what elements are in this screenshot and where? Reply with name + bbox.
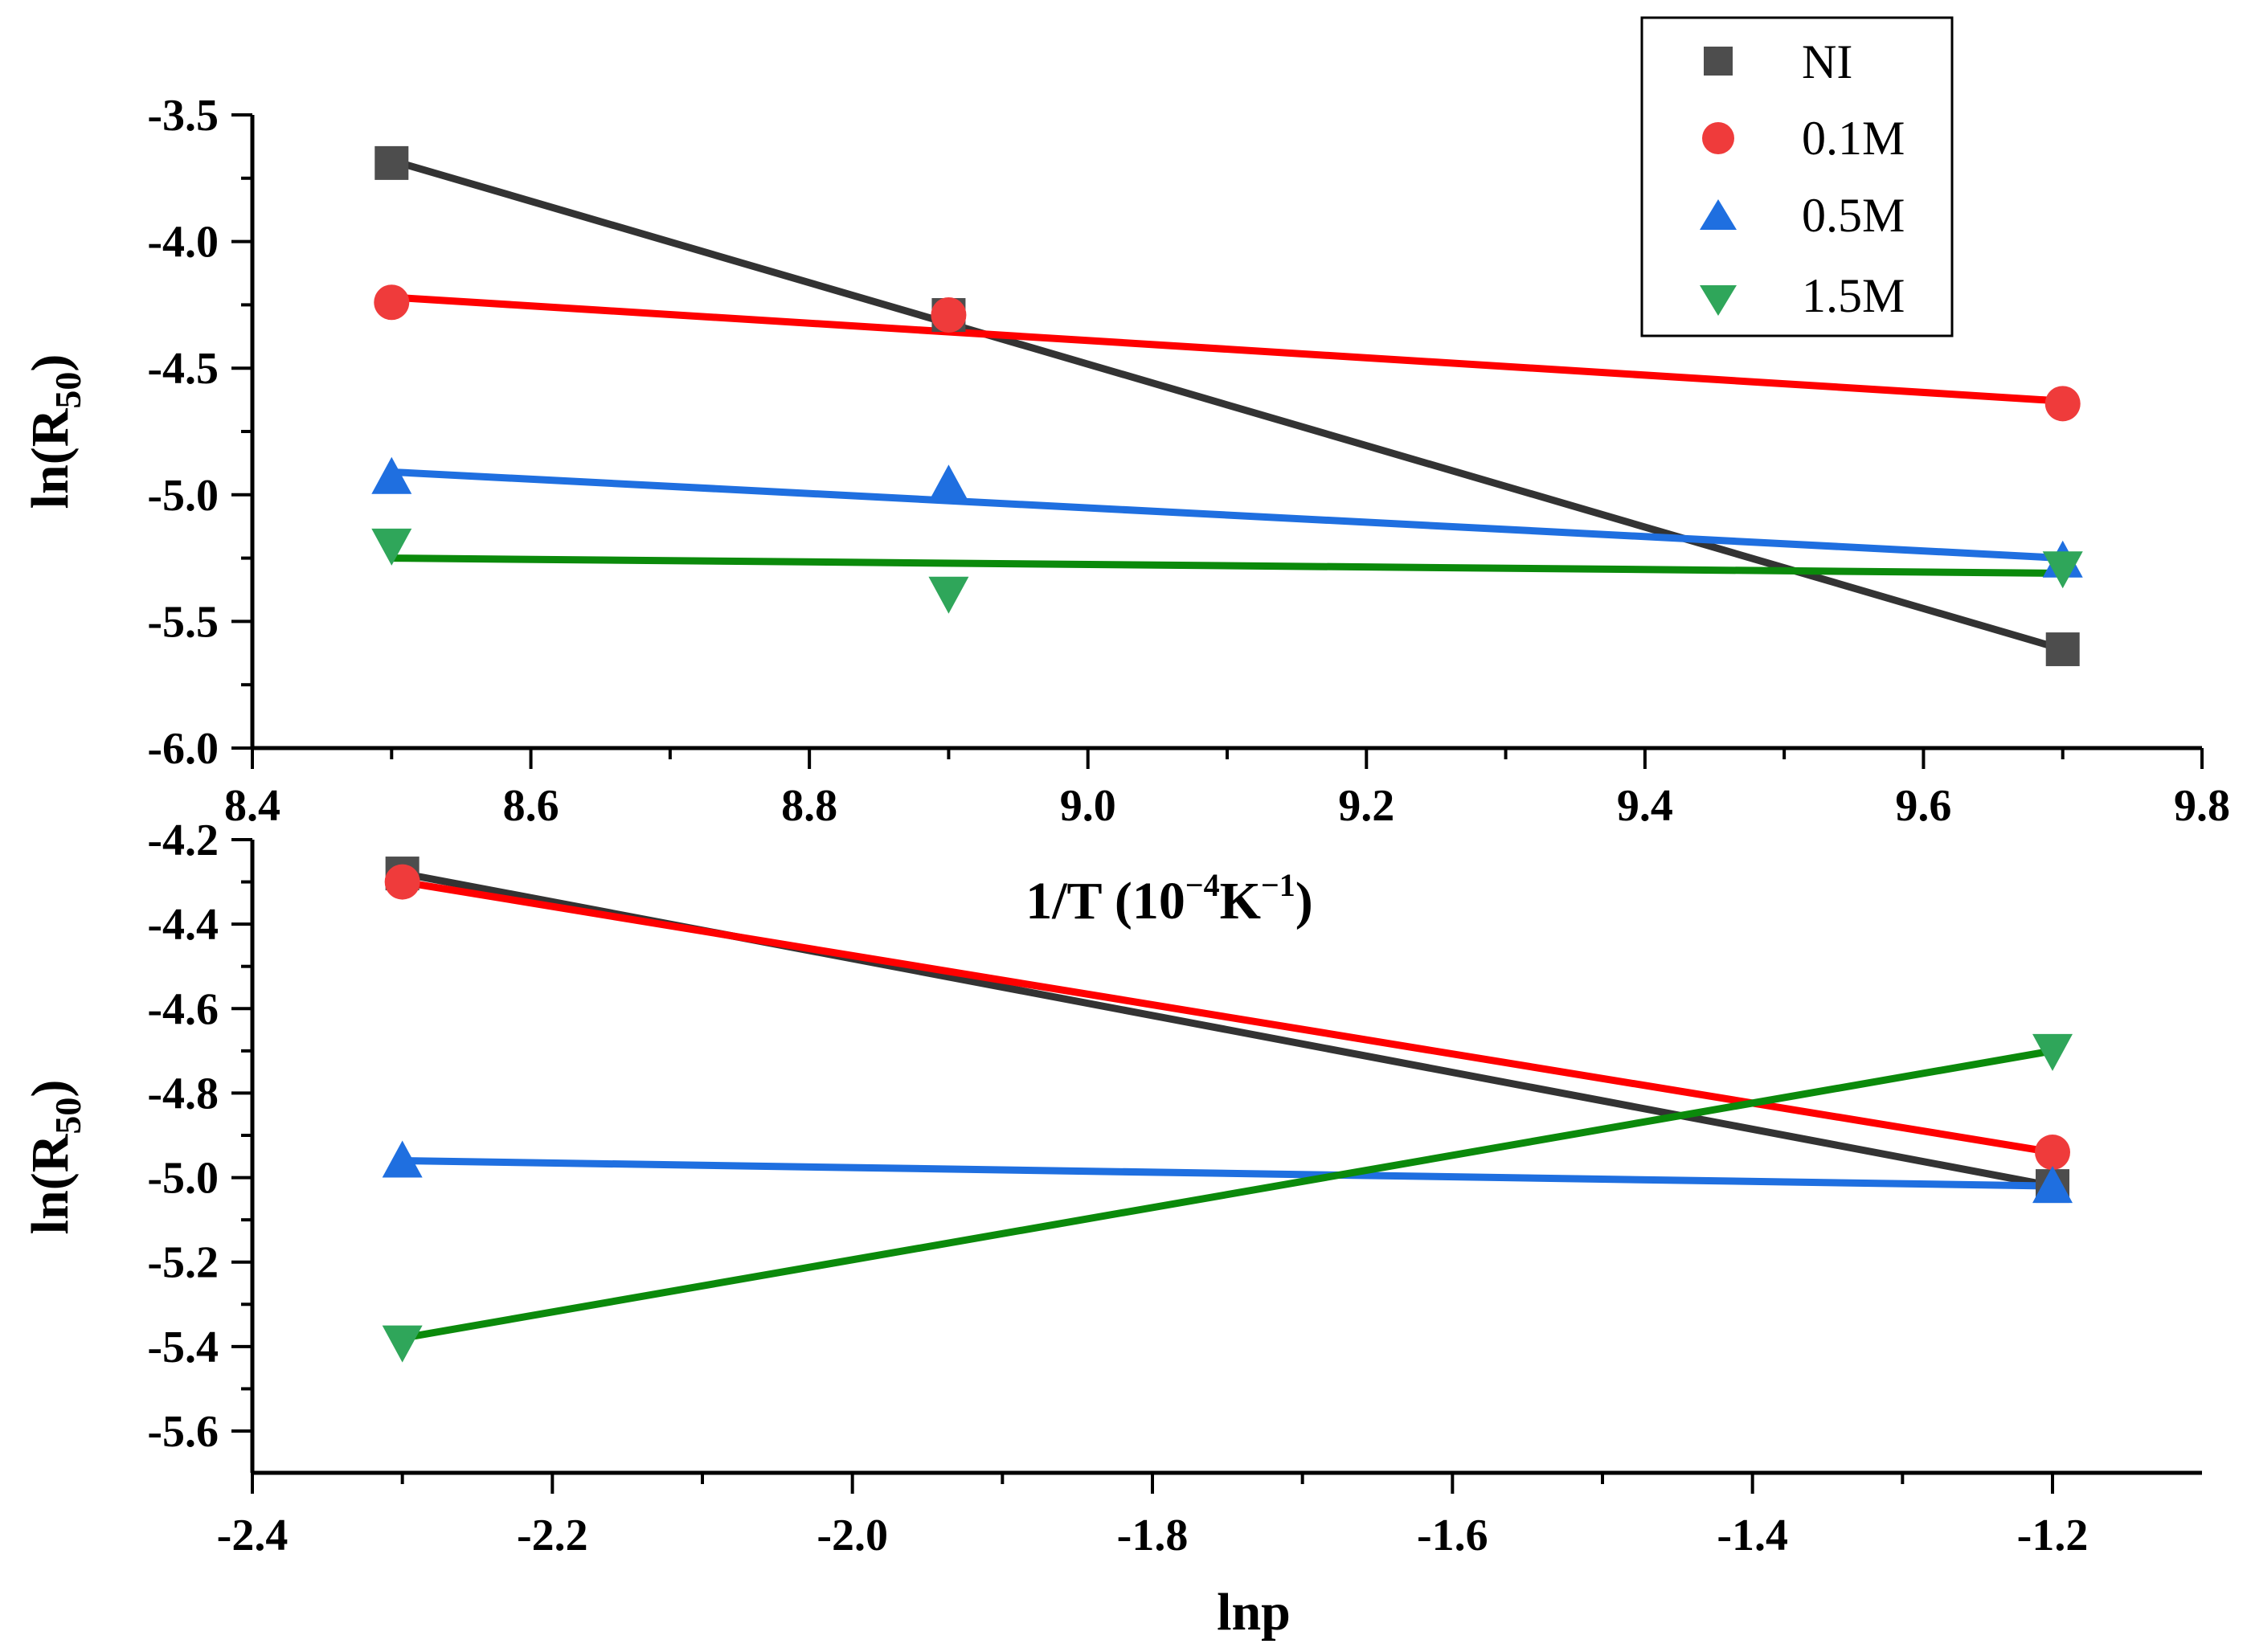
legend-entry-0-1m: 0.1M (1702, 112, 1905, 165)
x-tick-label: -1.8 (1117, 1511, 1189, 1560)
x-tick-label: 8.8 (781, 781, 837, 831)
data-point-0-1m (2044, 386, 2081, 422)
y-tick-label: -5.4 (147, 1323, 219, 1372)
y-tick-label: -4.6 (147, 984, 219, 1034)
bottom-panel: -2.4 -2.2 -2.0 -1.8 -1.6 -1.4 -1.2 -5.6 -5.4 -5.2… (21, 816, 2202, 1642)
fit-line-0-5m (391, 468, 2063, 562)
data-point-0-5m (928, 464, 969, 502)
legend-box (1640, 16, 1954, 337)
y-tick-label: -4.5 (147, 344, 219, 394)
y-tick-label: -5.0 (147, 471, 219, 521)
data-point-0-1m (931, 297, 967, 333)
x-tick-label: 9.4 (1617, 781, 1673, 831)
x-tick-label: 9.6 (1895, 781, 1951, 831)
data-point-1-5m (2042, 551, 2083, 589)
data-point-ni (374, 145, 409, 180)
y-tick-label: -3.5 (147, 91, 219, 141)
legend-entry-0-5m: 0.5M (1700, 189, 1905, 242)
bottom-axis-ticks (231, 838, 2054, 1494)
data-point-1-5m (371, 528, 412, 566)
data-point-0-5m (371, 456, 412, 494)
x-tick-label: -2.4 (217, 1511, 289, 1560)
legend-label-ni: NI (1802, 35, 1852, 88)
legend-circle-marker (1702, 122, 1734, 154)
x-tick-label: 9.0 (1060, 781, 1116, 831)
y-tick-label: -4.0 (147, 218, 219, 268)
bottom-fit-lines (401, 869, 2053, 1342)
data-point-0-5m (382, 1140, 423, 1178)
x-tick-label: -1.6 (1417, 1511, 1488, 1560)
x-tick-label: 9.8 (2174, 781, 2230, 831)
data-point-1-5m (382, 1325, 423, 1363)
x-tick-label: -1.4 (1717, 1511, 1788, 1560)
x-tick-label: -2.0 (817, 1511, 888, 1560)
bottom-data-points (382, 857, 2073, 1363)
y-tick-label: -5.0 (147, 1154, 219, 1204)
data-point-1-5m (928, 576, 969, 614)
fit-line-1-5m (391, 554, 2063, 578)
data-point-ni (2045, 632, 2080, 667)
legend-label-0-1m: 0.1M (1802, 112, 1905, 165)
legend-entry-1-5m: 1.5M (1700, 269, 1905, 322)
legend-square-marker (1704, 47, 1733, 76)
y-tick-label: -4.4 (147, 900, 219, 950)
fit-line-0-5m (402, 1157, 2053, 1190)
top-tick-labels: 8.4 8.6 8.8 9.0 9.2 9.4 9.6 9.8 -6.0 -5.5 -5.0 -4.5… (147, 91, 2230, 831)
x-tick-label: -2.2 (517, 1511, 588, 1560)
top-y-axis-title: ln(R50) (21, 354, 88, 509)
x-tick-label: 8.6 (503, 781, 559, 831)
top-x-axis-title: 1/T (10−4K−1) (1025, 867, 1313, 930)
y-tick-label: -4.8 (147, 1069, 219, 1118)
top-data-points (371, 145, 2083, 667)
data-point-0-1m (2035, 1135, 2070, 1171)
legend-entry-ni: NI (1704, 35, 1852, 88)
legend-label-1-5m: 1.5M (1802, 269, 1905, 322)
bottom-tick-labels: -2.4 -2.2 -2.0 -1.8 -1.6 -1.4 -1.2 -5.6 -5.4 -5.2… (147, 816, 2088, 1560)
bottom-x-axis-title: lnp (1217, 1583, 1291, 1642)
fit-line-0-1m (391, 293, 2063, 405)
y-tick-label: -5.6 (147, 1407, 219, 1457)
fit-line-0-1m (401, 878, 2053, 1156)
y-tick-label: -5.2 (147, 1238, 219, 1288)
data-point-0-1m (374, 284, 410, 321)
x-tick-label: 8.4 (224, 781, 280, 831)
fit-line-1-5m (401, 1047, 2053, 1342)
data-point-0-1m (384, 864, 420, 900)
top-panel: 8.4 8.6 8.8 9.0 9.2 9.4 9.6 9.8 -6.0 -5.5 -5.0 -4.5… (21, 16, 2230, 930)
x-tick-label: -1.2 (2017, 1511, 2089, 1560)
data-point-0-5m (2032, 1166, 2073, 1204)
legend-label-0-5m: 0.5M (1802, 189, 1905, 242)
data-point-1-5m (2032, 1033, 2073, 1071)
legend: NI 0.1M 0.5M 1.5M (1640, 16, 1954, 337)
x-tick-label: 9.2 (1338, 781, 1394, 831)
y-tick-label: -5.5 (147, 597, 219, 647)
y-tick-label: -4.2 (147, 816, 219, 865)
y-tick-label: -6.0 (147, 724, 219, 774)
legend-triangle-up-marker (1700, 199, 1737, 230)
legend-triangle-down-marker (1700, 285, 1737, 316)
bottom-y-axis-title: ln(R50) (21, 1080, 88, 1235)
top-fit-lines (391, 157, 2064, 653)
